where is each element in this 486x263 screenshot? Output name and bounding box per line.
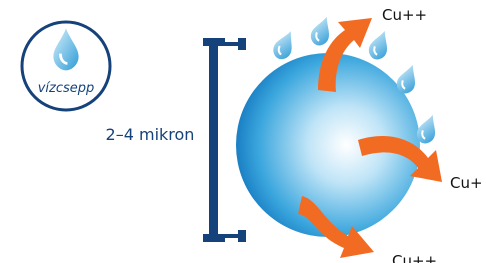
dimension-label: 2–4 mikron	[106, 125, 195, 144]
badge: vízcsepp	[22, 22, 110, 110]
page: {"badge": {"label": "vízcsepp"}, "dimens…	[0, 0, 486, 263]
diagram: vízcsepp 2–4 mikron Cu++ Cu+ Cu++	[0, 0, 486, 263]
badge-label: vízcsepp	[38, 81, 95, 96]
ion-label: Cu++	[382, 6, 427, 24]
ion-label: Cu++	[392, 252, 437, 263]
ion-label: Cu+	[450, 174, 483, 192]
